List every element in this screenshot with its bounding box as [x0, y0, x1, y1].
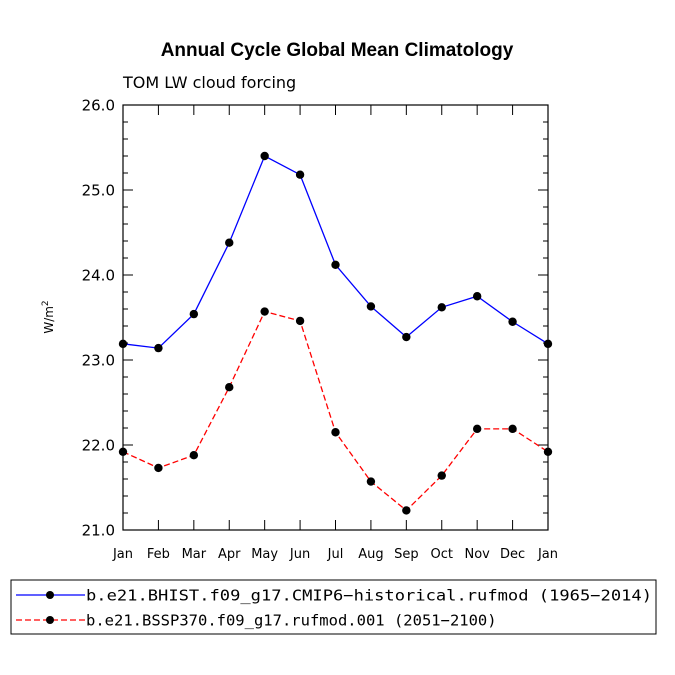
series-line-1 — [122, 155, 549, 349]
series-2-point — [189, 451, 199, 460]
y-tick-label: 24.0 — [82, 267, 115, 285]
series-2-point — [472, 424, 482, 434]
y-tick-label: 26.0 — [82, 97, 115, 115]
x-tick-label: May — [251, 547, 278, 562]
chart-title: Annual Cycle Global Mean Climatology — [161, 40, 514, 61]
x-tick-label: Sep — [394, 547, 419, 562]
y-tick-label: 23.0 — [82, 352, 115, 370]
legend-marker-2 — [46, 616, 54, 624]
plot-area-frame — [122, 104, 549, 531]
y-tick-labels: 21.0 22.0 23.0 24.0 25.0 26.0 — [82, 97, 115, 540]
series-1-point — [189, 309, 199, 319]
x-tick-label: Nov — [464, 547, 490, 562]
chart-subtitle: TOM LW cloud forcing — [122, 73, 296, 92]
series-2-point — [437, 471, 446, 480]
y-tick-label: 21.0 — [82, 522, 115, 540]
series-1-point — [508, 317, 517, 326]
y-axis-label-superscript: 2 — [41, 300, 51, 306]
series-1-point — [402, 332, 411, 342]
series-2-point — [118, 447, 128, 456]
x-tick-labels: Jan Feb Mar Apr May Jun Jul Aug Sep Oct Nov Dec Jan — [112, 547, 558, 562]
series-2-point — [225, 383, 234, 392]
legend-label-2: b.e21.BSSP370.f09_g17.rufmod.001 (2051−2… — [86, 612, 497, 630]
x-tick-label: Mar — [182, 547, 207, 562]
y-tick-label: 25.0 — [82, 182, 115, 200]
series-1-point — [437, 303, 446, 312]
x-tick-label: Aug — [358, 547, 383, 562]
x-tick-label: Jun — [289, 547, 310, 562]
series-1-point — [154, 343, 163, 353]
axis-ticks — [122, 104, 549, 531]
series-1-point — [260, 151, 269, 161]
legend-marker-1 — [46, 591, 54, 599]
legend-frame — [10, 579, 657, 635]
y-axis-label-text: W/m — [42, 306, 56, 334]
legend-label-1: b.e21.BHIST.f09_g17.CMIP6−historical.ruf… — [86, 587, 652, 605]
legend: b.e21.BHIST.f09_g17.CMIP6−historical.ruf… — [10, 579, 657, 635]
series-1-point — [331, 260, 340, 269]
series-2-point — [154, 463, 163, 473]
series-2-point — [331, 428, 340, 437]
x-tick-label: Jan — [112, 547, 133, 562]
x-tick-label: Feb — [147, 547, 170, 562]
series-layer — [118, 151, 553, 515]
series-2-point — [402, 506, 411, 515]
series-1-point — [472, 292, 482, 301]
series-2-point — [543, 447, 553, 456]
svg-text:W/m2: W/m2 — [41, 300, 56, 333]
series-1-point — [118, 339, 128, 349]
series-1 — [118, 151, 553, 353]
series-2 — [118, 307, 553, 515]
series-1-point — [225, 238, 234, 247]
x-tick-label: Jan — [537, 547, 558, 562]
series-1-point — [366, 302, 376, 311]
series-line-2 — [122, 310, 549, 512]
series-2-point — [295, 316, 305, 326]
x-tick-label: Apr — [218, 547, 241, 562]
x-tick-label: Oct — [431, 547, 453, 562]
series-1-point — [543, 339, 553, 349]
x-tick-label: Jul — [327, 547, 344, 562]
series-1-point — [295, 170, 305, 179]
series-2-point — [260, 307, 269, 316]
series-2-point — [508, 424, 517, 434]
series-2-point — [366, 477, 376, 486]
y-axis-label: W/m2 — [41, 300, 56, 333]
x-tick-label: Dec — [500, 547, 525, 562]
y-tick-label: 22.0 — [82, 437, 115, 455]
